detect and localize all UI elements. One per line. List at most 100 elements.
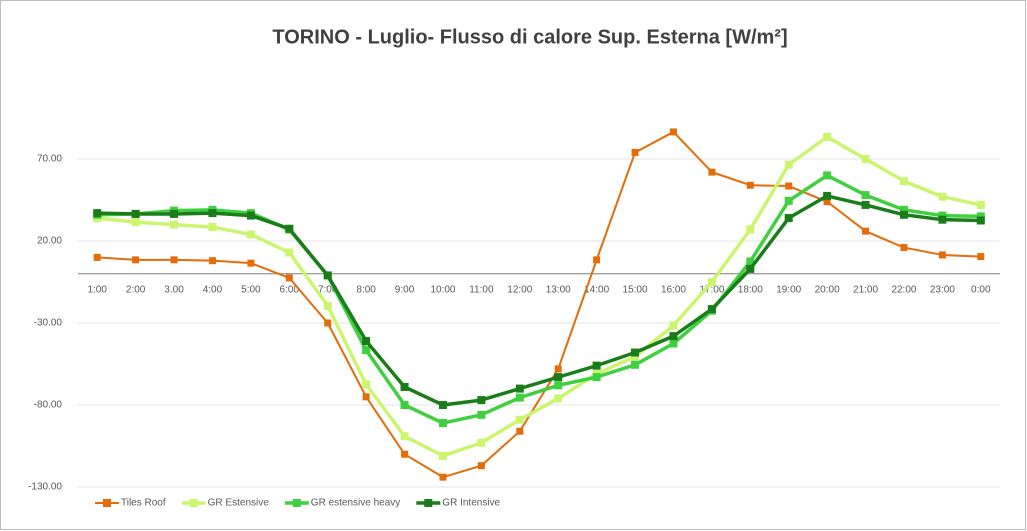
data-point xyxy=(976,216,985,225)
data-point xyxy=(438,401,447,409)
data-point xyxy=(362,337,371,346)
data-point xyxy=(93,209,102,218)
x-tick-label: 14:00 xyxy=(584,284,609,295)
x-tick-label: 9:00 xyxy=(395,284,415,295)
y-tick-label: -30.00 xyxy=(34,318,63,329)
data-point xyxy=(593,256,601,264)
data-point xyxy=(208,257,216,265)
x-tick-label: 10:00 xyxy=(430,284,455,295)
data-point xyxy=(323,271,332,280)
x-tick-label: 7:00 xyxy=(318,284,338,295)
data-point xyxy=(324,319,332,327)
data-point xyxy=(861,155,870,163)
data-point xyxy=(785,182,793,190)
data-point xyxy=(707,278,716,286)
data-point xyxy=(784,160,793,169)
x-tick-label: 13:00 xyxy=(546,284,571,295)
data-point xyxy=(861,200,870,209)
legend-marker xyxy=(103,499,111,507)
data-point xyxy=(439,473,447,481)
x-tick-label: 1:00 xyxy=(87,284,107,295)
data-point xyxy=(554,394,563,403)
data-point xyxy=(631,360,640,369)
x-tick-label: 3.00 xyxy=(164,284,184,295)
data-point xyxy=(823,171,832,180)
data-point xyxy=(208,209,217,218)
x-tick-label: 8:00 xyxy=(356,284,376,295)
data-point xyxy=(707,305,716,314)
data-point xyxy=(631,352,640,361)
data-point xyxy=(899,177,908,186)
data-point xyxy=(131,209,140,218)
data-point xyxy=(938,215,947,224)
data-point xyxy=(208,223,217,232)
data-point xyxy=(438,451,447,460)
data-point xyxy=(362,346,371,355)
data-point xyxy=(400,401,409,409)
x-tick-label: 22:00 xyxy=(891,284,916,295)
data-point xyxy=(247,259,255,267)
data-point xyxy=(631,148,639,156)
x-tick-label: 11:00 xyxy=(469,284,494,295)
y-tick-label: 70.00 xyxy=(37,154,62,165)
data-point xyxy=(746,257,755,266)
data-point xyxy=(516,427,524,435)
data-point xyxy=(899,210,908,219)
data-point xyxy=(900,244,908,252)
data-point xyxy=(93,253,101,261)
data-point xyxy=(592,361,601,370)
x-tick-label: 16:00 xyxy=(661,284,686,295)
legend-label: GR Estensive xyxy=(208,498,270,509)
x-tick-label: 17:00 xyxy=(699,284,724,295)
legend-marker xyxy=(424,499,433,507)
data-point xyxy=(554,381,563,390)
data-point xyxy=(132,256,140,264)
data-point xyxy=(515,415,524,424)
data-point xyxy=(708,168,716,176)
data-point xyxy=(938,192,947,201)
data-point xyxy=(938,251,946,259)
data-point xyxy=(285,274,293,282)
legend-label: Tiles Roof xyxy=(121,498,166,509)
y-tick-label: -130.00 xyxy=(28,482,62,493)
data-point xyxy=(477,410,486,419)
legend-marker xyxy=(292,499,301,507)
data-point xyxy=(285,248,294,257)
data-point xyxy=(362,380,371,389)
x-tick-label: 4:00 xyxy=(203,284,223,295)
data-point xyxy=(477,438,486,447)
y-tick-label: -80.00 xyxy=(34,400,63,411)
data-point xyxy=(669,128,677,136)
x-tick-label: 2:00 xyxy=(126,284,146,295)
x-tick-label: 21:00 xyxy=(853,284,878,295)
x-tick-label: 23:00 xyxy=(930,284,955,295)
chart-title: TORINO - Luglio- Flusso di calore Sup. E… xyxy=(272,26,787,48)
data-point xyxy=(170,256,178,264)
x-tick-label: 19:00 xyxy=(776,284,801,295)
data-point xyxy=(899,205,908,214)
data-point xyxy=(438,419,447,428)
data-point xyxy=(400,382,409,391)
series-line xyxy=(97,135,982,458)
data-point xyxy=(285,224,294,233)
data-point xyxy=(746,181,754,189)
data-point xyxy=(554,365,562,373)
data-point xyxy=(246,211,255,220)
x-tick-label: 0:00 xyxy=(971,284,991,295)
x-tick-label: 6:00 xyxy=(280,284,300,295)
data-point xyxy=(977,253,985,261)
data-point xyxy=(861,191,870,200)
data-point xyxy=(170,220,179,229)
series-line xyxy=(97,173,981,425)
data-point xyxy=(823,198,831,206)
data-point xyxy=(323,301,332,310)
x-tick-label: 15:00 xyxy=(623,284,648,295)
data-point xyxy=(976,212,985,221)
x-tick-label: 20:00 xyxy=(815,284,840,295)
data-point xyxy=(477,396,486,405)
data-point xyxy=(400,432,409,441)
data-point xyxy=(246,230,255,239)
data-point xyxy=(477,462,485,470)
